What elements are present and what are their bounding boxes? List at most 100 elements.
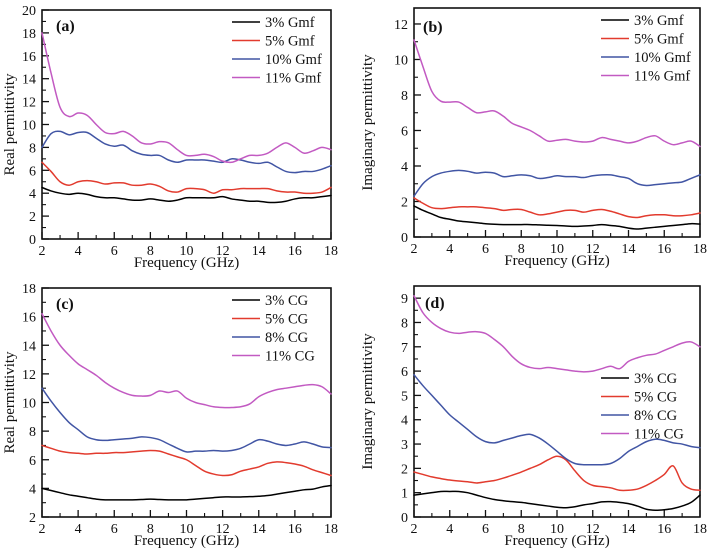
series-line-11-cg <box>41 313 332 409</box>
y-tick-label: 18 <box>22 282 36 297</box>
y-tick-label: 6 <box>29 454 36 469</box>
y-tick-label: 18 <box>22 27 36 42</box>
x-axis-title: Frequency (GHz) <box>134 533 239 549</box>
x-tick-label: 2 <box>39 244 46 259</box>
series-line-5-cg <box>41 444 332 477</box>
x-tick-label: 16 <box>288 522 302 537</box>
y-tick-label: 3 <box>401 438 408 453</box>
y-tick-label: 6 <box>401 124 408 139</box>
legend-label: 5% Gmf <box>634 32 684 48</box>
x-tick-label: 8 <box>518 242 525 257</box>
panel-label: (d) <box>425 295 445 312</box>
y-axis-title: Imaginary permittivity <box>360 333 376 470</box>
legend-label: 3% Gmf <box>265 15 315 31</box>
legend-label: 10% Gmf <box>634 50 691 66</box>
legend-label: 5% CG <box>634 390 678 406</box>
y-tick-label: 5 <box>401 389 408 404</box>
legend-label: 3% Gmf <box>634 13 684 29</box>
y-tick-label: 4 <box>401 160 408 175</box>
series-line-11-gmf <box>41 32 332 164</box>
y-tick-label: 9 <box>401 292 408 307</box>
y-tick-label: 10 <box>394 53 408 68</box>
y-tick-label: 4 <box>29 482 36 497</box>
x-tick-label: 14 <box>252 522 266 537</box>
series-line-11-cg <box>413 294 701 373</box>
legend-label: 11% Gmf <box>265 71 321 87</box>
x-axis-title: Frequency (GHz) <box>504 533 609 549</box>
y-axis-title: Real permittivity <box>2 73 18 176</box>
y-tick-label: 0 <box>401 511 408 526</box>
x-tick-label: 10 <box>550 522 564 537</box>
series-line-8-cg <box>413 374 701 466</box>
y-tick-label: 10 <box>22 397 36 412</box>
legend-label: 8% CG <box>634 408 678 424</box>
series-line-5-cg <box>413 455 701 492</box>
legend-label: 10% Gmf <box>265 52 322 68</box>
x-tick-label: 18 <box>693 522 707 537</box>
y-tick-label: 2 <box>401 462 408 477</box>
series-line-3-gmf <box>41 186 332 204</box>
y-tick-label: 20 <box>22 4 36 19</box>
x-tick-label: 8 <box>147 522 154 537</box>
x-tick-label: 4 <box>446 242 453 257</box>
y-tick-label: 10 <box>22 119 36 134</box>
y-axis-title: Real permittivity <box>2 351 18 454</box>
x-tick-label: 6 <box>111 522 118 537</box>
legend-label: 8% CG <box>265 330 309 346</box>
x-tick-label: 2 <box>39 522 46 537</box>
legend-label: 3% CG <box>265 293 309 309</box>
series-line-3-cg <box>41 484 332 501</box>
x-tick-label: 6 <box>111 244 118 259</box>
y-tick-label: 1 <box>401 487 408 502</box>
x-tick-label: 12 <box>586 522 600 537</box>
y-tick-label: 16 <box>22 311 36 326</box>
x-axis-title: Frequency (GHz) <box>134 255 239 271</box>
y-tick-label: 12 <box>394 18 408 33</box>
x-tick-label: 2 <box>411 522 418 537</box>
legend-label: 11% CG <box>265 349 315 365</box>
chart-panel-c-real-permittivity-cg: 2 4 6 8 10 12 14 16 18 2 4 6 8 10 12 14 16 18 3% CG 5% CG 8%… <box>2 282 338 549</box>
series-line-5-gmf <box>41 161 332 195</box>
x-tick-label: 4 <box>75 522 82 537</box>
y-tick-label: 8 <box>29 141 36 156</box>
x-tick-label: 12 <box>586 242 600 257</box>
panel-label: (b) <box>423 19 443 36</box>
y-tick-label: 7 <box>401 341 408 356</box>
x-tick-label: 12 <box>216 244 230 259</box>
x-tick-label: 14 <box>252 244 266 259</box>
y-tick-label: 4 <box>29 187 36 202</box>
x-tick-label: 16 <box>657 242 671 257</box>
y-tick-label: 12 <box>22 368 36 383</box>
series-line-8-cg <box>41 387 332 453</box>
y-tick-label: 8 <box>401 89 408 104</box>
x-tick-label: 6 <box>482 242 489 257</box>
x-tick-label: 18 <box>324 244 338 259</box>
y-tick-label: 8 <box>29 425 36 440</box>
x-tick-label: 6 <box>482 522 489 537</box>
legend-label: 11% Gmf <box>634 69 690 85</box>
y-tick-label: 6 <box>29 164 36 179</box>
x-tick-label: 14 <box>622 522 636 537</box>
x-tick-label: 16 <box>657 522 671 537</box>
y-tick-label: 14 <box>22 73 36 88</box>
x-tick-label: 2 <box>411 242 418 257</box>
legend-label: 5% Gmf <box>265 34 315 50</box>
panel-label: (a) <box>56 18 75 35</box>
x-tick-label: 10 <box>180 244 194 259</box>
y-tick-label: 8 <box>401 316 408 331</box>
x-tick-label: 4 <box>446 522 453 537</box>
x-tick-label: 10 <box>180 522 194 537</box>
y-tick-label: 2 <box>29 210 36 225</box>
series-line-10-gmf <box>413 169 701 197</box>
series-line-5-gmf <box>413 197 701 219</box>
series-line-10-gmf <box>41 130 332 174</box>
x-tick-label: 8 <box>518 522 525 537</box>
y-tick-label: 12 <box>22 96 36 111</box>
x-tick-label: 4 <box>75 244 82 259</box>
y-axis-title: Imaginary permittivity <box>360 54 376 191</box>
x-tick-label: 16 <box>288 244 302 259</box>
y-tick-label: 4 <box>401 414 408 429</box>
